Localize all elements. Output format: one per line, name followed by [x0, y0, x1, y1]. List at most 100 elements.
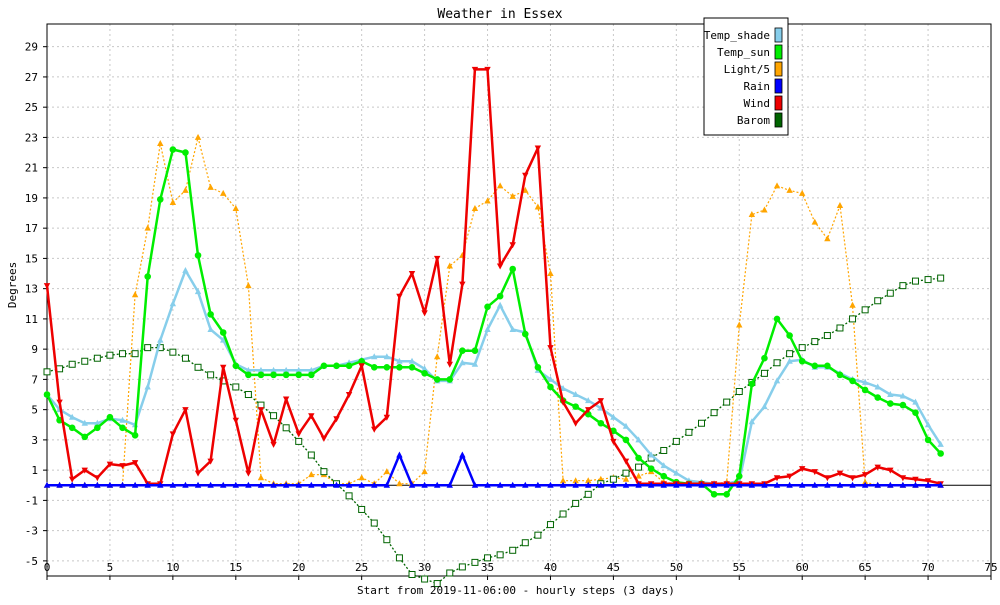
- barom-point: [471, 558, 479, 566]
- barom-point: [609, 475, 617, 483]
- wind-point: [371, 426, 378, 433]
- temp-sun-point: [119, 424, 126, 432]
- temp-shade-point: [308, 366, 315, 373]
- light-5-point: [585, 477, 592, 484]
- temp-sun-point: [282, 371, 290, 379]
- temp-sun-point: [94, 424, 101, 432]
- rain-point: [723, 481, 730, 488]
- light-5-point: [157, 139, 164, 146]
- wind-point: [471, 66, 479, 73]
- barom-point: [723, 398, 731, 406]
- rain-point: [585, 481, 592, 488]
- wind-point: [169, 431, 177, 438]
- temp-sun-point: [207, 311, 214, 318]
- light-5-point: [182, 186, 189, 193]
- wind-point: [773, 475, 781, 482]
- light-5-point: [396, 480, 403, 487]
- wind-point: [245, 470, 252, 477]
- temp-shade-point: [207, 325, 214, 332]
- temp-sun-point: [156, 196, 164, 203]
- temp-shade-point: [786, 357, 793, 364]
- wind-point: [282, 396, 290, 403]
- barom-point: [698, 419, 706, 427]
- temp-sun-point: [43, 391, 51, 398]
- light-5-point: [433, 353, 441, 360]
- light-5-point: [849, 301, 856, 308]
- light-5-point: [748, 211, 756, 218]
- legend-swatch-barom: [774, 112, 783, 128]
- temp-shade-point: [660, 462, 667, 469]
- barom-point: [383, 536, 391, 544]
- rain-point: [396, 451, 403, 458]
- temp-sun-point: [194, 252, 202, 259]
- temp-sun-point: [773, 315, 781, 323]
- wind-point: [207, 458, 214, 465]
- barom-point: [106, 351, 114, 359]
- light-5-point: [534, 203, 542, 210]
- rain-point: [635, 481, 642, 488]
- temp-sun-point: [622, 436, 630, 444]
- rain-point: [345, 481, 353, 488]
- y-tick-label: -1: [25, 494, 38, 507]
- temp-sun-point: [924, 436, 932, 444]
- temp-shade-point: [509, 325, 516, 332]
- rain-point: [371, 481, 378, 488]
- wind-point: [786, 473, 793, 480]
- light-5-point: [572, 477, 579, 484]
- temp-sun-point: [471, 347, 479, 354]
- wind-point: [308, 413, 315, 420]
- wind-point: [408, 271, 416, 278]
- wind-point: [383, 414, 391, 421]
- temp-sun-point: [421, 370, 428, 377]
- series-rain: [43, 451, 944, 488]
- wind-point: [899, 475, 907, 482]
- barom-point: [685, 428, 693, 436]
- wind-point: [220, 364, 227, 371]
- legend: Temp_shade Temp_sun Light/5 Rain Wind Barom: [703, 17, 789, 136]
- rain-point: [647, 481, 655, 488]
- light-5-point: [308, 471, 315, 478]
- temp-sun-point: [660, 472, 668, 480]
- wind-point: [484, 66, 491, 73]
- wind-point: [94, 475, 101, 482]
- y-axis-label: Degrees: [6, 262, 19, 308]
- wind-point: [496, 263, 504, 270]
- y-tick-label: 23: [25, 131, 38, 144]
- rain-point: [245, 481, 252, 488]
- temp-sun-point: [295, 371, 303, 379]
- light-5-point: [421, 468, 428, 475]
- rain-point: [698, 481, 705, 488]
- x-tick-label: 15: [229, 561, 242, 574]
- rain-point: [610, 481, 617, 488]
- rain-point: [320, 481, 328, 488]
- legend-swatch-wind: [774, 95, 783, 111]
- temp-sun-point: [861, 386, 869, 394]
- x-tick-label: 5: [107, 561, 114, 574]
- barom-point: [874, 297, 882, 305]
- temp-shade-point: [874, 383, 881, 390]
- temp-sun-point: [257, 371, 265, 379]
- barom-point: [823, 332, 831, 340]
- temp-shade-point: [673, 469, 680, 476]
- temp-sun-point: [396, 363, 403, 371]
- temp-sun-point: [635, 454, 642, 462]
- temp-shade-point: [68, 413, 76, 420]
- x-tick-label: 55: [733, 561, 746, 574]
- rain-point: [131, 481, 139, 488]
- temp-sun-point: [320, 362, 328, 370]
- wind-point: [446, 361, 453, 368]
- barom-point: [81, 357, 89, 365]
- rain-point: [484, 481, 491, 488]
- barom-point: [56, 365, 64, 373]
- wind-point: [610, 438, 617, 445]
- barom-point: [446, 569, 454, 577]
- barom-point: [811, 338, 819, 346]
- x-tick-label: 70: [921, 561, 934, 574]
- light-5-point: [597, 475, 605, 482]
- rain-point: [924, 481, 932, 488]
- temp-sun-point: [547, 383, 554, 391]
- wind-point: [559, 399, 567, 406]
- rain-point: [660, 481, 667, 488]
- rain-point: [912, 481, 919, 488]
- temp-shade-point: [295, 366, 302, 373]
